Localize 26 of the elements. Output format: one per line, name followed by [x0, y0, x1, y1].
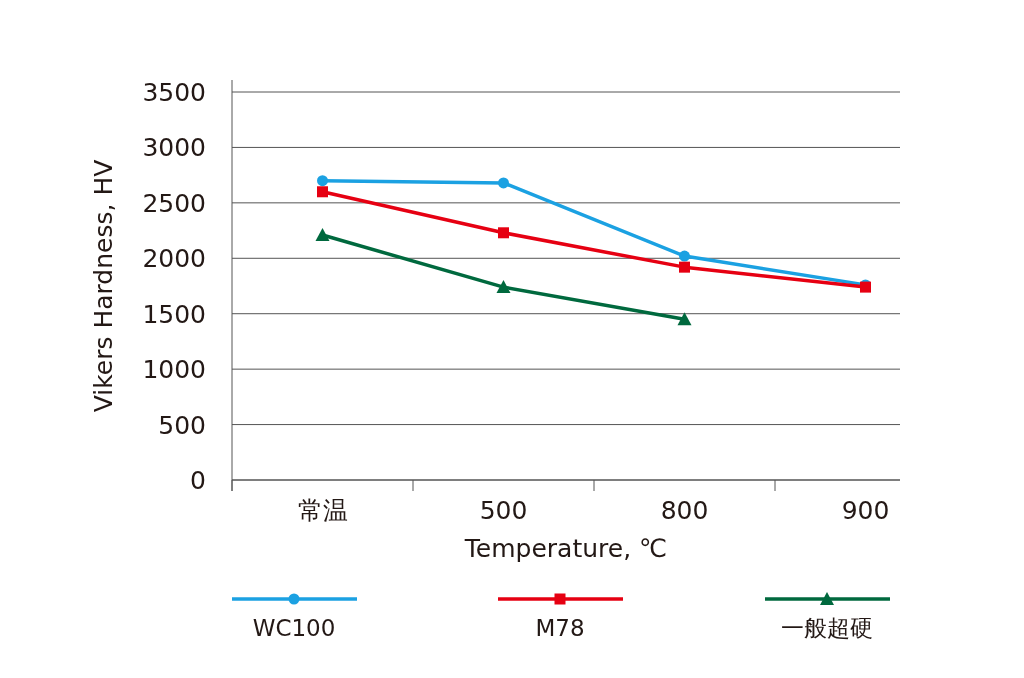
legend-label: 一般超硬	[781, 615, 873, 641]
point	[317, 186, 328, 198]
y-tick-label: 1500	[142, 299, 206, 329]
legend-label: M78	[535, 615, 585, 641]
point	[498, 177, 509, 189]
y-tick-label: 3500	[142, 78, 206, 107]
y-tick-label: 0	[190, 466, 206, 495]
point	[677, 312, 692, 326]
y-axis-title: Vikers Hardness, HV	[89, 159, 118, 413]
y-tick-label: 2000	[142, 244, 206, 274]
point	[498, 227, 509, 239]
legend-label: WC100	[252, 615, 336, 641]
point	[679, 250, 690, 262]
point	[315, 228, 330, 242]
x-axis-title: Temperature, ℃	[463, 534, 668, 563]
point	[496, 280, 511, 294]
x-tick-label: 900	[841, 496, 890, 525]
y-tick-label: 2500	[142, 188, 206, 218]
x-tick-label: 500	[479, 496, 528, 525]
y-tick-label: 500	[158, 410, 206, 440]
point	[317, 175, 328, 187]
x-tick-label: 800	[660, 496, 709, 525]
x-tick-label: 常温	[297, 496, 348, 525]
y-tick-label: 1000	[142, 355, 206, 385]
y-tick-label: 3000	[142, 133, 206, 163]
point	[679, 261, 690, 273]
